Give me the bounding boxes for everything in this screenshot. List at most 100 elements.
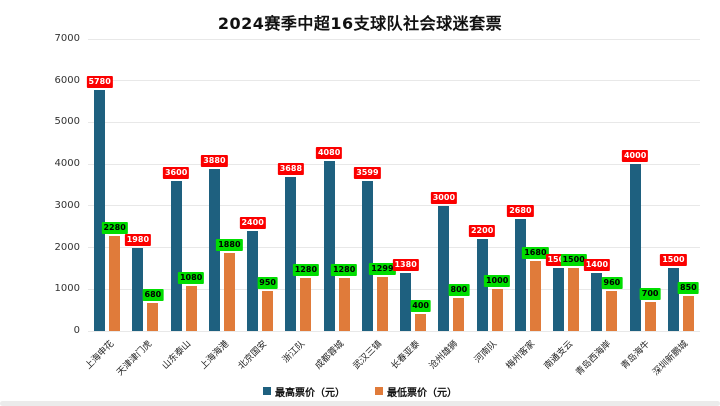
gridline — [88, 330, 700, 332]
bar-max-price — [476, 239, 488, 331]
value-label-min: 960 — [601, 276, 623, 289]
legend: 最高票价（元） 最低票价（元） — [0, 383, 720, 399]
team-name-label: 河南队 — [472, 339, 499, 366]
bar-min-price — [338, 277, 350, 331]
team-name-label: 长春亚泰 — [389, 339, 423, 372]
value-label-max: 1400 — [583, 258, 611, 271]
legend-item-max-price: 最高票价（元） — [263, 384, 345, 399]
gridline — [88, 163, 700, 165]
bottom-strip — [0, 401, 720, 406]
bar-min-price — [415, 314, 427, 331]
team-name-label: 天津津门虎 — [115, 339, 155, 379]
value-label-min: 1080 — [177, 271, 205, 284]
bar-max-price — [438, 205, 450, 331]
value-label-min: 1880 — [216, 238, 243, 251]
value-label-max: 4080 — [315, 146, 343, 159]
bar-min-price — [262, 291, 274, 331]
gridline — [88, 121, 700, 123]
bar-min-price — [606, 290, 618, 331]
value-label-min: 700 — [639, 287, 661, 300]
value-label-max: 1380 — [392, 259, 419, 272]
team-name-label: 沧州雄狮 — [428, 339, 461, 372]
team-name-label: 上海海港 — [198, 339, 232, 372]
y-axis-tick-label: 7000 — [54, 33, 80, 44]
value-label-max: 3880 — [201, 155, 228, 168]
value-label-min: 1000 — [483, 275, 511, 288]
bar-min-price — [644, 301, 656, 331]
bar-min-price — [300, 277, 312, 331]
bar-min-price — [147, 302, 159, 331]
value-label-min: 1299 — [369, 262, 396, 275]
bar-max-price — [361, 180, 373, 331]
chart-title: 2024赛季中超16支球队社会球迷套票 — [217, 14, 503, 33]
bar-max-price — [514, 219, 526, 331]
value-label-min: 1500 — [560, 254, 587, 267]
bar-max-price — [132, 248, 144, 331]
team-name-label: 青岛海牛 — [619, 339, 652, 372]
value-label-max: 3000 — [430, 191, 458, 204]
bar-min-price — [529, 260, 541, 331]
legend-label-max: 最高票价（元） — [275, 387, 345, 399]
bar-max-price — [629, 164, 641, 331]
y-axis-tick-label: 2000 — [54, 241, 80, 253]
value-label-max: 2400 — [239, 216, 266, 229]
team-name-label: 上海申花 — [83, 339, 117, 372]
team-name-label: 浙江队 — [281, 339, 308, 366]
value-label-max: 3600 — [162, 166, 190, 179]
bar-max-price — [285, 177, 297, 331]
value-label-max: 3688 — [277, 163, 305, 176]
value-label-min: 680 — [142, 288, 164, 301]
value-label-max: 2200 — [468, 225, 496, 238]
gridline — [88, 247, 700, 249]
bar-max-price — [400, 273, 412, 331]
value-label-min: 950 — [257, 277, 278, 290]
team-name-label: 北京国安 — [236, 339, 270, 372]
bar-min-price — [185, 285, 197, 331]
value-label-max: 3599 — [354, 166, 381, 179]
bar-min-price — [491, 289, 503, 331]
value-label-min: 400 — [410, 300, 431, 313]
legend-item-min-price: 最低票价（元） — [375, 384, 457, 399]
bar-max-price — [553, 268, 565, 331]
bar-max-price — [170, 180, 182, 331]
bar-max-price — [208, 169, 220, 331]
team-name-label: 青岛西海岸 — [574, 339, 614, 379]
value-label-max: 1500 — [660, 254, 687, 267]
legend-label-min: 最低票价（元） — [387, 387, 457, 399]
y-axis-tick-label: 1000 — [54, 283, 80, 295]
y-axis-tick-label: 3000 — [54, 199, 80, 211]
team-name-label: 南通支云 — [542, 339, 576, 372]
y-axis-tick-label: 0 — [73, 325, 80, 336]
bar-min-price — [568, 268, 580, 331]
plot-area: 0 1000 2000 3000 4000 5000 6000 7000 5780 2280 上海申… — [55, 33, 700, 378]
value-label-min: 1280 — [330, 263, 358, 276]
gridline — [88, 288, 700, 290]
bar-max-price — [94, 89, 106, 331]
value-label-min: 1280 — [292, 263, 320, 276]
bar-min-price — [376, 276, 388, 331]
bar-min-price — [223, 252, 235, 331]
team-name-label: 山东泰山 — [160, 339, 193, 372]
team-name-label: 武汉三镇 — [351, 339, 385, 372]
legend-swatch-max-icon — [263, 387, 271, 395]
legend-swatch-min-icon — [375, 387, 383, 395]
team-name-label: 深圳新鹏城 — [651, 339, 691, 379]
value-label-min: 1680 — [522, 246, 549, 259]
bar-max-price — [247, 230, 259, 331]
bar-min-price — [109, 235, 121, 331]
y-axis-tick-label: 6000 — [54, 74, 80, 86]
value-label-min: 850 — [678, 281, 699, 294]
value-label-min: 800 — [448, 283, 470, 296]
bar-max-price — [667, 268, 679, 331]
value-label-max: 4000 — [621, 150, 649, 163]
bar-max-price — [323, 160, 335, 331]
bar-min-price — [453, 297, 465, 331]
value-label-min: 2280 — [101, 221, 128, 234]
gridline — [88, 80, 700, 82]
value-label-max: 5780 — [86, 75, 113, 88]
y-axis-tick-label: 4000 — [54, 158, 80, 170]
bar-max-price — [591, 272, 603, 331]
team-name-label: 成都蓉城 — [313, 339, 346, 372]
team-name-label: 梅州客家 — [504, 339, 538, 372]
